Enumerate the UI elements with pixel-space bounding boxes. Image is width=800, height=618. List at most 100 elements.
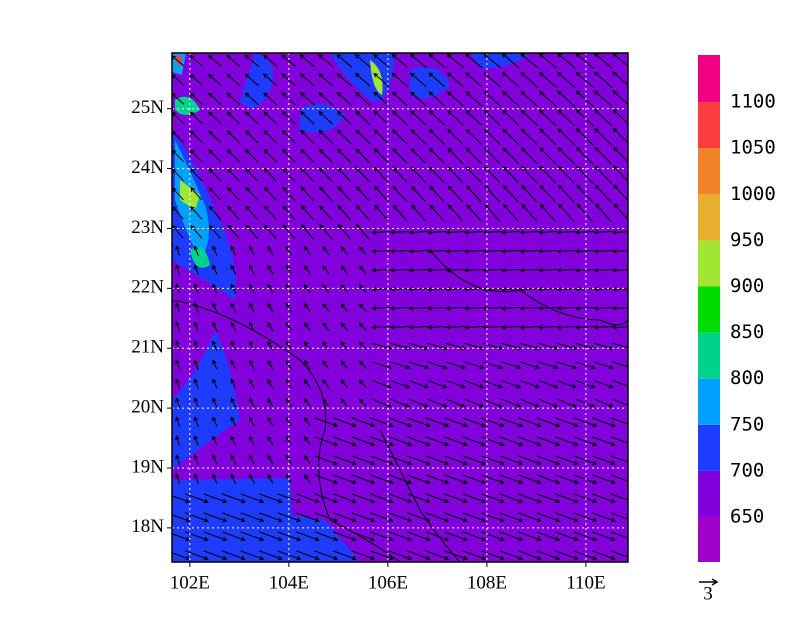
wind-vector	[428, 110, 445, 126]
wind-vector	[444, 493, 468, 504]
wind-vector	[407, 493, 431, 504]
y-tick-label: 20N	[131, 396, 164, 417]
wind-vector	[208, 111, 222, 125]
wind-vector	[555, 550, 579, 561]
wind-vector	[267, 283, 274, 294]
wind-vector	[318, 73, 334, 87]
wind-vector	[358, 341, 367, 351]
wind-vector	[518, 436, 542, 447]
wind-vector	[555, 455, 579, 466]
wind-vector	[502, 166, 519, 184]
wind-vector	[222, 493, 246, 504]
wind-vector	[576, 184, 594, 203]
wind-vector	[481, 436, 505, 447]
wind-vector	[185, 512, 209, 523]
wind-vector	[230, 245, 237, 256]
wind-vector	[370, 493, 394, 504]
wind-vector	[267, 435, 274, 446]
wind-vector	[555, 512, 579, 523]
wind-vector	[300, 167, 315, 183]
wind-vector	[212, 245, 218, 256]
wind-vector	[464, 342, 485, 351]
wind-vector	[592, 455, 616, 466]
wind-vector	[408, 286, 428, 292]
wind-vector	[410, 166, 426, 183]
wind-vector	[351, 474, 376, 485]
wind-vector	[594, 398, 614, 408]
wind-vector	[304, 436, 311, 446]
wind-vector	[520, 109, 538, 126]
wind-vector	[391, 72, 408, 87]
wind-vector	[230, 321, 237, 332]
wind-vector	[296, 512, 320, 523]
wind-vector	[407, 455, 431, 466]
wind-vector	[340, 303, 349, 313]
wind-vector	[391, 53, 408, 68]
wind-vector	[371, 324, 391, 330]
wind-vector	[557, 128, 576, 146]
wind-vector	[465, 53, 483, 69]
wind-vector	[322, 284, 330, 294]
wind-vector	[296, 550, 320, 561]
wind-vector	[592, 417, 616, 428]
wind-vector	[370, 550, 394, 561]
wind-vector	[263, 167, 277, 182]
wind-vector	[358, 398, 367, 408]
wind-vector	[226, 92, 241, 106]
wind-vector	[318, 129, 334, 144]
wind-vector	[574, 324, 595, 330]
wind-vector	[340, 341, 349, 351]
x-tick-label: 102E	[170, 572, 210, 593]
wind-vector	[429, 147, 445, 164]
wind-vector	[337, 148, 352, 164]
wind-vector	[314, 531, 339, 542]
wind-vector	[445, 380, 466, 389]
wind-vector	[249, 359, 255, 370]
wind-vector	[358, 246, 367, 256]
wind-vector	[212, 435, 218, 446]
wind-vector	[371, 305, 391, 311]
wind-vector	[594, 146, 613, 165]
wind-vector	[610, 474, 628, 482]
wind-vector	[481, 493, 505, 504]
wind-vector	[521, 185, 538, 203]
wind-vector	[520, 71, 539, 88]
wind-vector	[388, 436, 413, 447]
wind-vector	[539, 109, 557, 127]
wind-vector	[501, 398, 522, 408]
wind-vector	[304, 265, 311, 275]
wind-vector	[612, 342, 628, 351]
colorbar-swatch	[698, 470, 720, 517]
wind-vector	[351, 455, 376, 466]
wind-vector	[351, 550, 376, 561]
wind-vector	[518, 531, 542, 542]
wind-vector	[388, 455, 413, 466]
wind-vector	[575, 71, 595, 89]
wind-vector	[373, 129, 389, 145]
wind-vector	[500, 248, 521, 254]
wind-vector	[249, 302, 255, 313]
wind-vector	[358, 379, 367, 389]
wind-vector	[518, 550, 542, 561]
wind-vector	[259, 493, 283, 504]
wind-vector	[304, 474, 311, 484]
wind-vector	[356, 223, 370, 240]
colorbar-swatch	[698, 148, 720, 195]
wind-vector	[358, 265, 367, 275]
wind-vector	[444, 474, 468, 485]
wind-vector	[539, 147, 557, 165]
wind-vector	[212, 321, 218, 332]
wind-vector	[537, 267, 558, 273]
wind-vector	[593, 267, 613, 273]
x-tick-label: 104E	[269, 572, 309, 593]
wind-vector	[370, 531, 394, 542]
wind-vector	[230, 302, 237, 313]
wind-vector	[300, 148, 315, 163]
wind-vector	[172, 55, 185, 67]
wind-vector	[426, 324, 447, 330]
wind-vector	[212, 454, 218, 465]
wind-vector	[575, 342, 596, 351]
wind-vector	[481, 474, 505, 485]
wind-vector	[466, 204, 482, 222]
wind-vector	[429, 185, 445, 202]
